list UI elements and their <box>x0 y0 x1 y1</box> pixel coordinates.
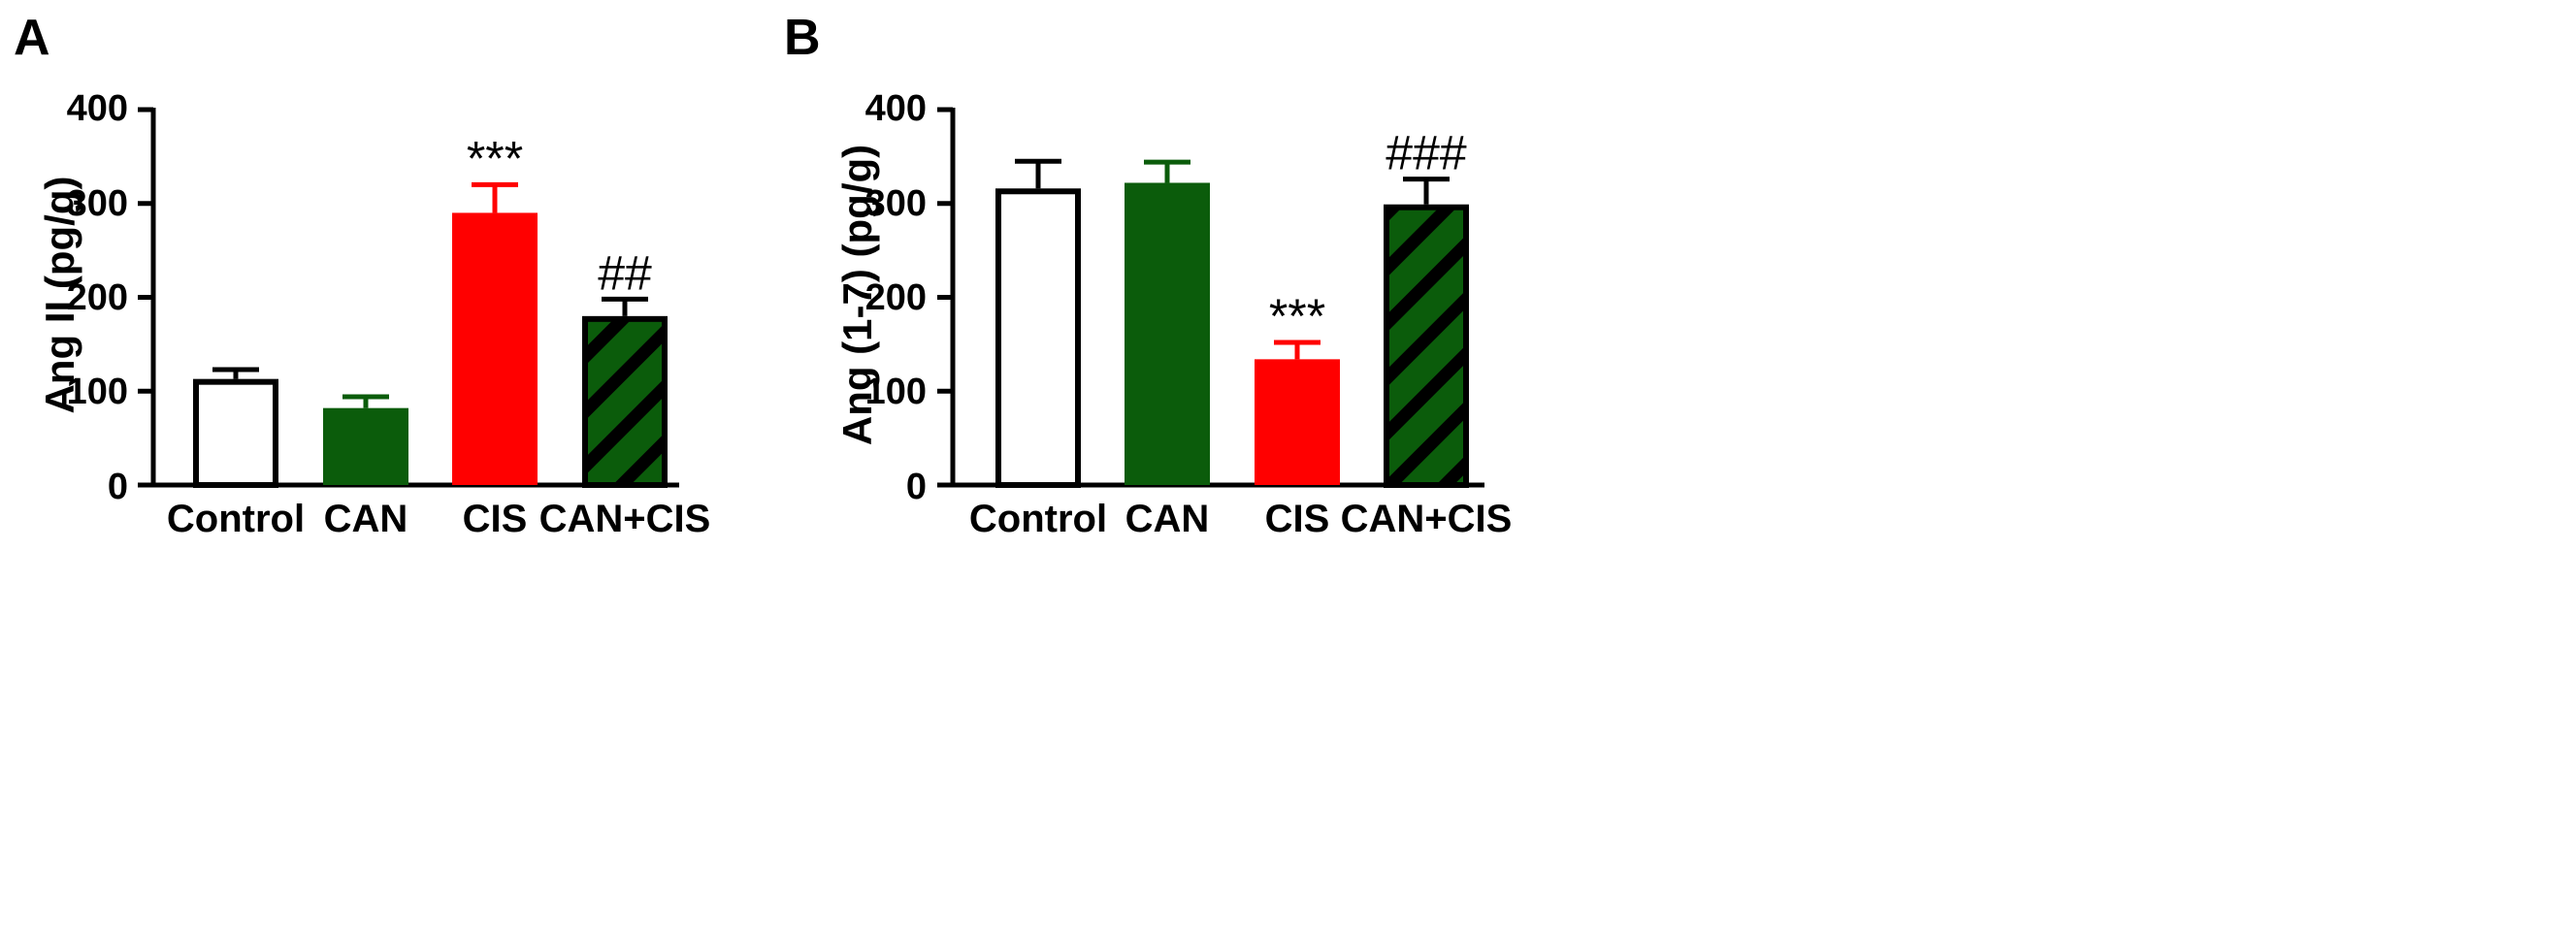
bar <box>193 378 278 488</box>
category-label: Control <box>969 498 1107 540</box>
y-tick-label: 400 <box>67 88 128 129</box>
panel-label: B <box>784 10 821 66</box>
category-labels: Control CAN CIS CAN+CIS <box>167 498 710 540</box>
y-tick-label: 100 <box>67 372 128 412</box>
bar <box>1384 204 1469 488</box>
y-tick-label: 200 <box>865 277 927 318</box>
category-label: CIS <box>463 498 528 540</box>
y-tick-label: 300 <box>67 183 128 224</box>
significance-labels: *** ## <box>467 131 652 300</box>
y-tick-label: 400 <box>865 88 927 129</box>
y-tick-label: 300 <box>865 183 927 224</box>
significance-labels: *** ### <box>1269 126 1467 343</box>
bar <box>995 188 1081 489</box>
panel-a: A Ang II (pg/g) 0 100 200 300 400 Contro… <box>14 10 710 540</box>
y-tick-labels: 0 100 200 300 400 <box>865 88 927 507</box>
category-label: CAN <box>324 498 408 540</box>
y-tick-label: 0 <box>108 467 128 507</box>
bar <box>323 407 408 485</box>
category-label: CAN <box>1125 498 1210 540</box>
y-tick-label: 200 <box>67 277 128 318</box>
panel-label: A <box>14 10 50 66</box>
significance-label: ## <box>598 245 652 300</box>
y-tick-label: 100 <box>865 372 927 412</box>
bar <box>452 212 538 486</box>
significance-label: *** <box>467 131 523 185</box>
category-label: Control <box>167 498 305 540</box>
category-label: CIS <box>1265 498 1330 540</box>
significance-label: *** <box>1269 289 1325 343</box>
category-label: CAN+CIS <box>1341 498 1513 540</box>
bar <box>1125 182 1210 485</box>
significance-label: ### <box>1386 126 1467 180</box>
bar <box>1255 359 1340 485</box>
category-labels: Control CAN CIS CAN+CIS <box>969 498 1512 540</box>
bar <box>582 315 668 488</box>
panel-b: B Ang (1-7) (pg/g) 0 100 200 300 400 Con… <box>784 10 1512 540</box>
y-tick-label: 0 <box>906 467 927 507</box>
chart-marks <box>138 107 1484 489</box>
y-axis-title: Ang II (pg/g) <box>37 177 82 414</box>
category-label: CAN+CIS <box>539 498 711 540</box>
y-axis-title: Ang (1-7) (pg/g) <box>834 145 880 445</box>
y-tick-labels: 0 100 200 300 400 <box>67 88 128 507</box>
